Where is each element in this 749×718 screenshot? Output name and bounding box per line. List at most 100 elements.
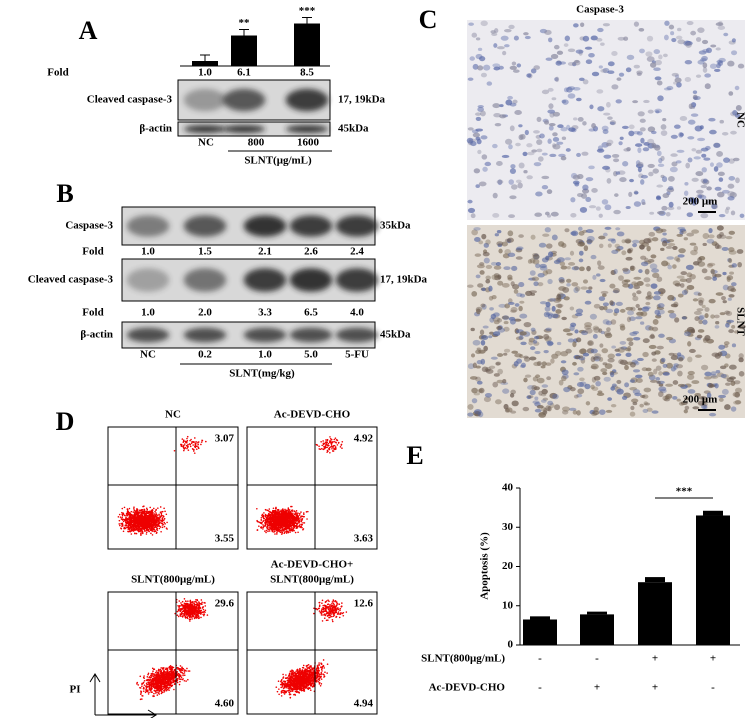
cell-nucleus [732, 392, 740, 397]
cell-nucleus [530, 68, 537, 74]
event-dot [136, 517, 138, 519]
cell-nucleus [566, 278, 572, 283]
cell-nucleus [649, 379, 658, 383]
band-size: 45kDa [380, 329, 411, 341]
event-dot [158, 524, 160, 527]
cell-nucleus [584, 46, 593, 50]
event-dot [152, 527, 154, 530]
cell-nucleus [597, 265, 605, 270]
blot-band [289, 268, 333, 292]
cell-nucleus [704, 73, 712, 78]
cell-nucleus [593, 303, 601, 309]
cell-nucleus [545, 243, 553, 249]
cell-nucleus [679, 115, 688, 122]
cell-nucleus [707, 262, 716, 267]
cell-nucleus [577, 388, 585, 395]
event-dot [267, 510, 270, 512]
significance: *** [299, 5, 316, 17]
cell-nucleus [621, 395, 628, 400]
event-dot [124, 518, 127, 521]
event-dot [143, 517, 146, 520]
cell-nucleus [512, 99, 518, 104]
cell-nucleus [556, 341, 562, 346]
cell-nucleus [541, 361, 547, 367]
cell-nucleus [661, 240, 668, 247]
event-dot [163, 517, 166, 520]
cell-nucleus [679, 278, 688, 282]
scale-bar-label: 200 μm [683, 394, 718, 406]
cell-nucleus [726, 319, 735, 323]
event-dot [289, 525, 292, 528]
cell-nucleus [599, 243, 604, 249]
event-dot [181, 438, 184, 440]
cell-nucleus [570, 322, 577, 327]
cell-nucleus [468, 22, 474, 26]
cell-nucleus [528, 277, 536, 281]
event-dot [283, 532, 286, 535]
cell-nucleus [728, 294, 735, 298]
cell-nucleus [714, 68, 721, 72]
cell-nucleus [724, 404, 731, 411]
cell-nucleus [595, 380, 601, 387]
cell-nucleus [616, 388, 624, 395]
cell-nucleus [688, 103, 693, 109]
cell-nucleus [590, 363, 599, 370]
cell-nucleus [690, 328, 696, 334]
event-dot [153, 520, 155, 523]
event-dot [183, 679, 186, 682]
event-dot [160, 667, 163, 669]
cell-nucleus [666, 239, 675, 243]
cell-nucleus [488, 335, 493, 339]
cell-nucleus [491, 274, 499, 281]
cell-nucleus [573, 23, 579, 28]
cell-nucleus [467, 127, 474, 131]
cell-nucleus [477, 65, 484, 71]
cell-nucleus [547, 87, 554, 92]
cell-nucleus [718, 214, 726, 218]
cell-nucleus [539, 263, 547, 269]
cell-nucleus [483, 345, 488, 352]
event-dot [180, 602, 182, 604]
cell-nucleus [476, 380, 483, 385]
cell-nucleus [611, 153, 620, 158]
blot-band [126, 327, 170, 343]
cell-nucleus [730, 130, 737, 135]
cell-nucleus [639, 48, 645, 54]
event-dot [272, 515, 274, 517]
cell-nucleus [563, 43, 569, 47]
cell-nucleus [708, 117, 716, 122]
cell-nucleus [470, 353, 476, 358]
event-dot [160, 530, 162, 533]
event-dot [193, 445, 196, 448]
cell-nucleus [673, 81, 678, 85]
cell-nucleus [643, 238, 652, 244]
lane-label: NC [198, 137, 214, 149]
cell-nucleus [684, 77, 692, 82]
cell-nucleus [474, 236, 481, 242]
event-dot [269, 523, 272, 525]
cell-nucleus [551, 234, 558, 241]
cell-nucleus [576, 152, 581, 158]
cell-nucleus [705, 200, 714, 204]
event-dot [291, 513, 294, 516]
cell-nucleus [629, 386, 638, 391]
cell-nucleus [606, 327, 611, 332]
event-dot [280, 516, 283, 519]
cell-nucleus [573, 372, 580, 376]
cell-nucleus [486, 81, 493, 86]
cell-nucleus [605, 409, 613, 413]
cell-nucleus [600, 68, 608, 73]
event-dot [134, 524, 137, 527]
event-dot [293, 522, 295, 525]
event-dot [340, 444, 343, 446]
cell-nucleus [737, 261, 743, 268]
cell-nucleus [635, 316, 643, 320]
cell-nucleus [509, 168, 517, 175]
event-dot [139, 530, 141, 532]
event-dot [132, 511, 135, 513]
cell-nucleus [494, 233, 499, 237]
cell-nucleus [509, 65, 517, 70]
cell-nucleus [681, 230, 687, 234]
cell-nucleus [622, 161, 629, 167]
